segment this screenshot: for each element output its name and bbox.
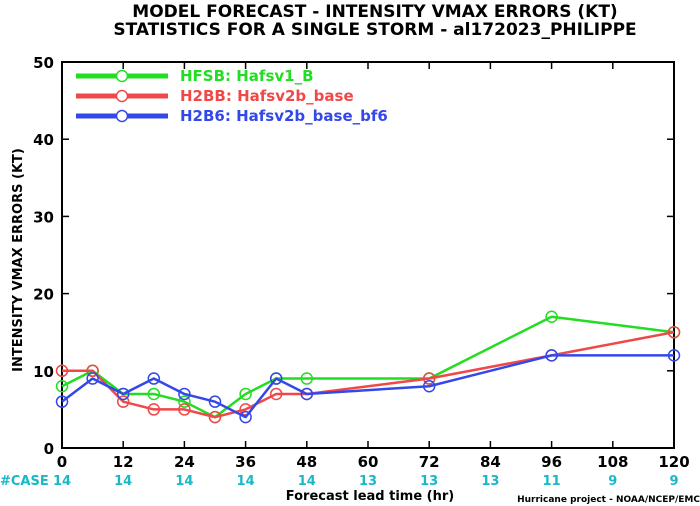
x-tick-label: 60 (358, 453, 379, 471)
data-point (208, 395, 222, 408)
case-count: 9 (669, 474, 678, 489)
legend: HFSB: Hafsv1_B H2BB: Hafsv2b_base H2B6: Ha… (76, 67, 388, 125)
case-count: 14 (298, 474, 316, 489)
data-point (86, 372, 99, 385)
legend-item-2: H2BB: Hafsv2b_base (76, 87, 354, 105)
y-tick-label: 40 (33, 131, 54, 149)
data-point (116, 395, 130, 408)
data-point (300, 387, 314, 401)
chart-title: MODEL FORECAST - INTENSITY VMAX ERRORS (… (132, 2, 617, 22)
case-count: 14 (237, 474, 255, 489)
y-axis-title: INTENSITY VMAX ERRORS (KT) (11, 148, 26, 372)
x-tick-label: 72 (419, 453, 440, 471)
data-point (178, 403, 191, 416)
case-count: 9 (608, 474, 617, 489)
y-tick-label: 30 (33, 208, 54, 226)
x-tick-label: 96 (541, 453, 562, 471)
data-point (269, 372, 283, 385)
x-tick-label: 24 (174, 453, 195, 471)
data-point (86, 364, 99, 378)
plot-axes: 0 12 24 36 48 60 72 84 96 108 120 0 10 20 30 40 50 (33, 54, 690, 471)
legend-label: H2B6: Hafsv2b_base_bf6 (180, 107, 388, 125)
legend-swatch-marker (115, 69, 129, 83)
data-point (208, 410, 222, 424)
x-tick-label: 84 (480, 453, 501, 471)
data-point (269, 387, 283, 401)
legend-item-3: H2B6: Hafsv2b_base_bf6 (76, 107, 388, 125)
y-tick-label: 0 (44, 440, 54, 458)
credit-text: Hurricane project - NOAA/NCEP/EMC (517, 495, 700, 505)
series-line (61, 315, 675, 419)
data-point (55, 364, 69, 378)
x-tick-label: 120 (658, 453, 689, 471)
case-count: 14 (53, 474, 71, 489)
case-count: 14 (175, 474, 193, 489)
y-tick-label: 10 (33, 363, 54, 381)
case-count: 13 (481, 474, 499, 489)
series-3 (55, 349, 681, 424)
y-tick-label: 50 (33, 54, 54, 72)
data-point (178, 387, 191, 401)
data-point (239, 410, 252, 424)
series-layer (55, 310, 681, 424)
data-point (667, 349, 681, 362)
x-tick-label: 12 (113, 453, 134, 471)
x-tick-label: 36 (235, 453, 256, 471)
data-point (147, 372, 161, 385)
data-point (545, 349, 558, 362)
case-count: 11 (543, 474, 561, 489)
x-tick-label: 48 (296, 453, 317, 471)
case-count: 13 (359, 474, 377, 489)
x-tick-label: 0 (57, 453, 67, 471)
data-point (545, 310, 558, 324)
x-tick-label: 108 (597, 453, 628, 471)
data-point (147, 387, 161, 401)
data-point (55, 395, 69, 408)
legend-item-1: HFSB: Hafsv1_B (76, 67, 314, 85)
legend-label: H2BB: Hafsv2b_base (180, 87, 354, 105)
data-point (667, 325, 681, 339)
data-point (422, 379, 436, 393)
chart-subtitle: STATISTICS FOR A SINGLE STORM - al172023… (113, 20, 636, 40)
case-count-row: #CASE 14 14 14 14 14 13 13 13 11 9 9 (0, 474, 679, 489)
data-point (147, 403, 161, 416)
case-count: 13 (420, 474, 438, 489)
legend-label: HFSB: Hafsv1_B (180, 67, 314, 85)
data-point (55, 379, 69, 393)
data-point (178, 395, 191, 408)
data-point (239, 387, 252, 401)
legend-swatch-marker (115, 109, 129, 123)
x-axis-title: Forecast lead time (hr) (286, 489, 454, 504)
data-point (300, 372, 314, 385)
data-point (422, 372, 436, 385)
case-count: 14 (114, 474, 132, 489)
case-label: #CASE (0, 474, 49, 489)
data-point (116, 387, 130, 401)
y-tick-label: 20 (33, 286, 54, 304)
legend-swatch-marker (115, 89, 129, 103)
